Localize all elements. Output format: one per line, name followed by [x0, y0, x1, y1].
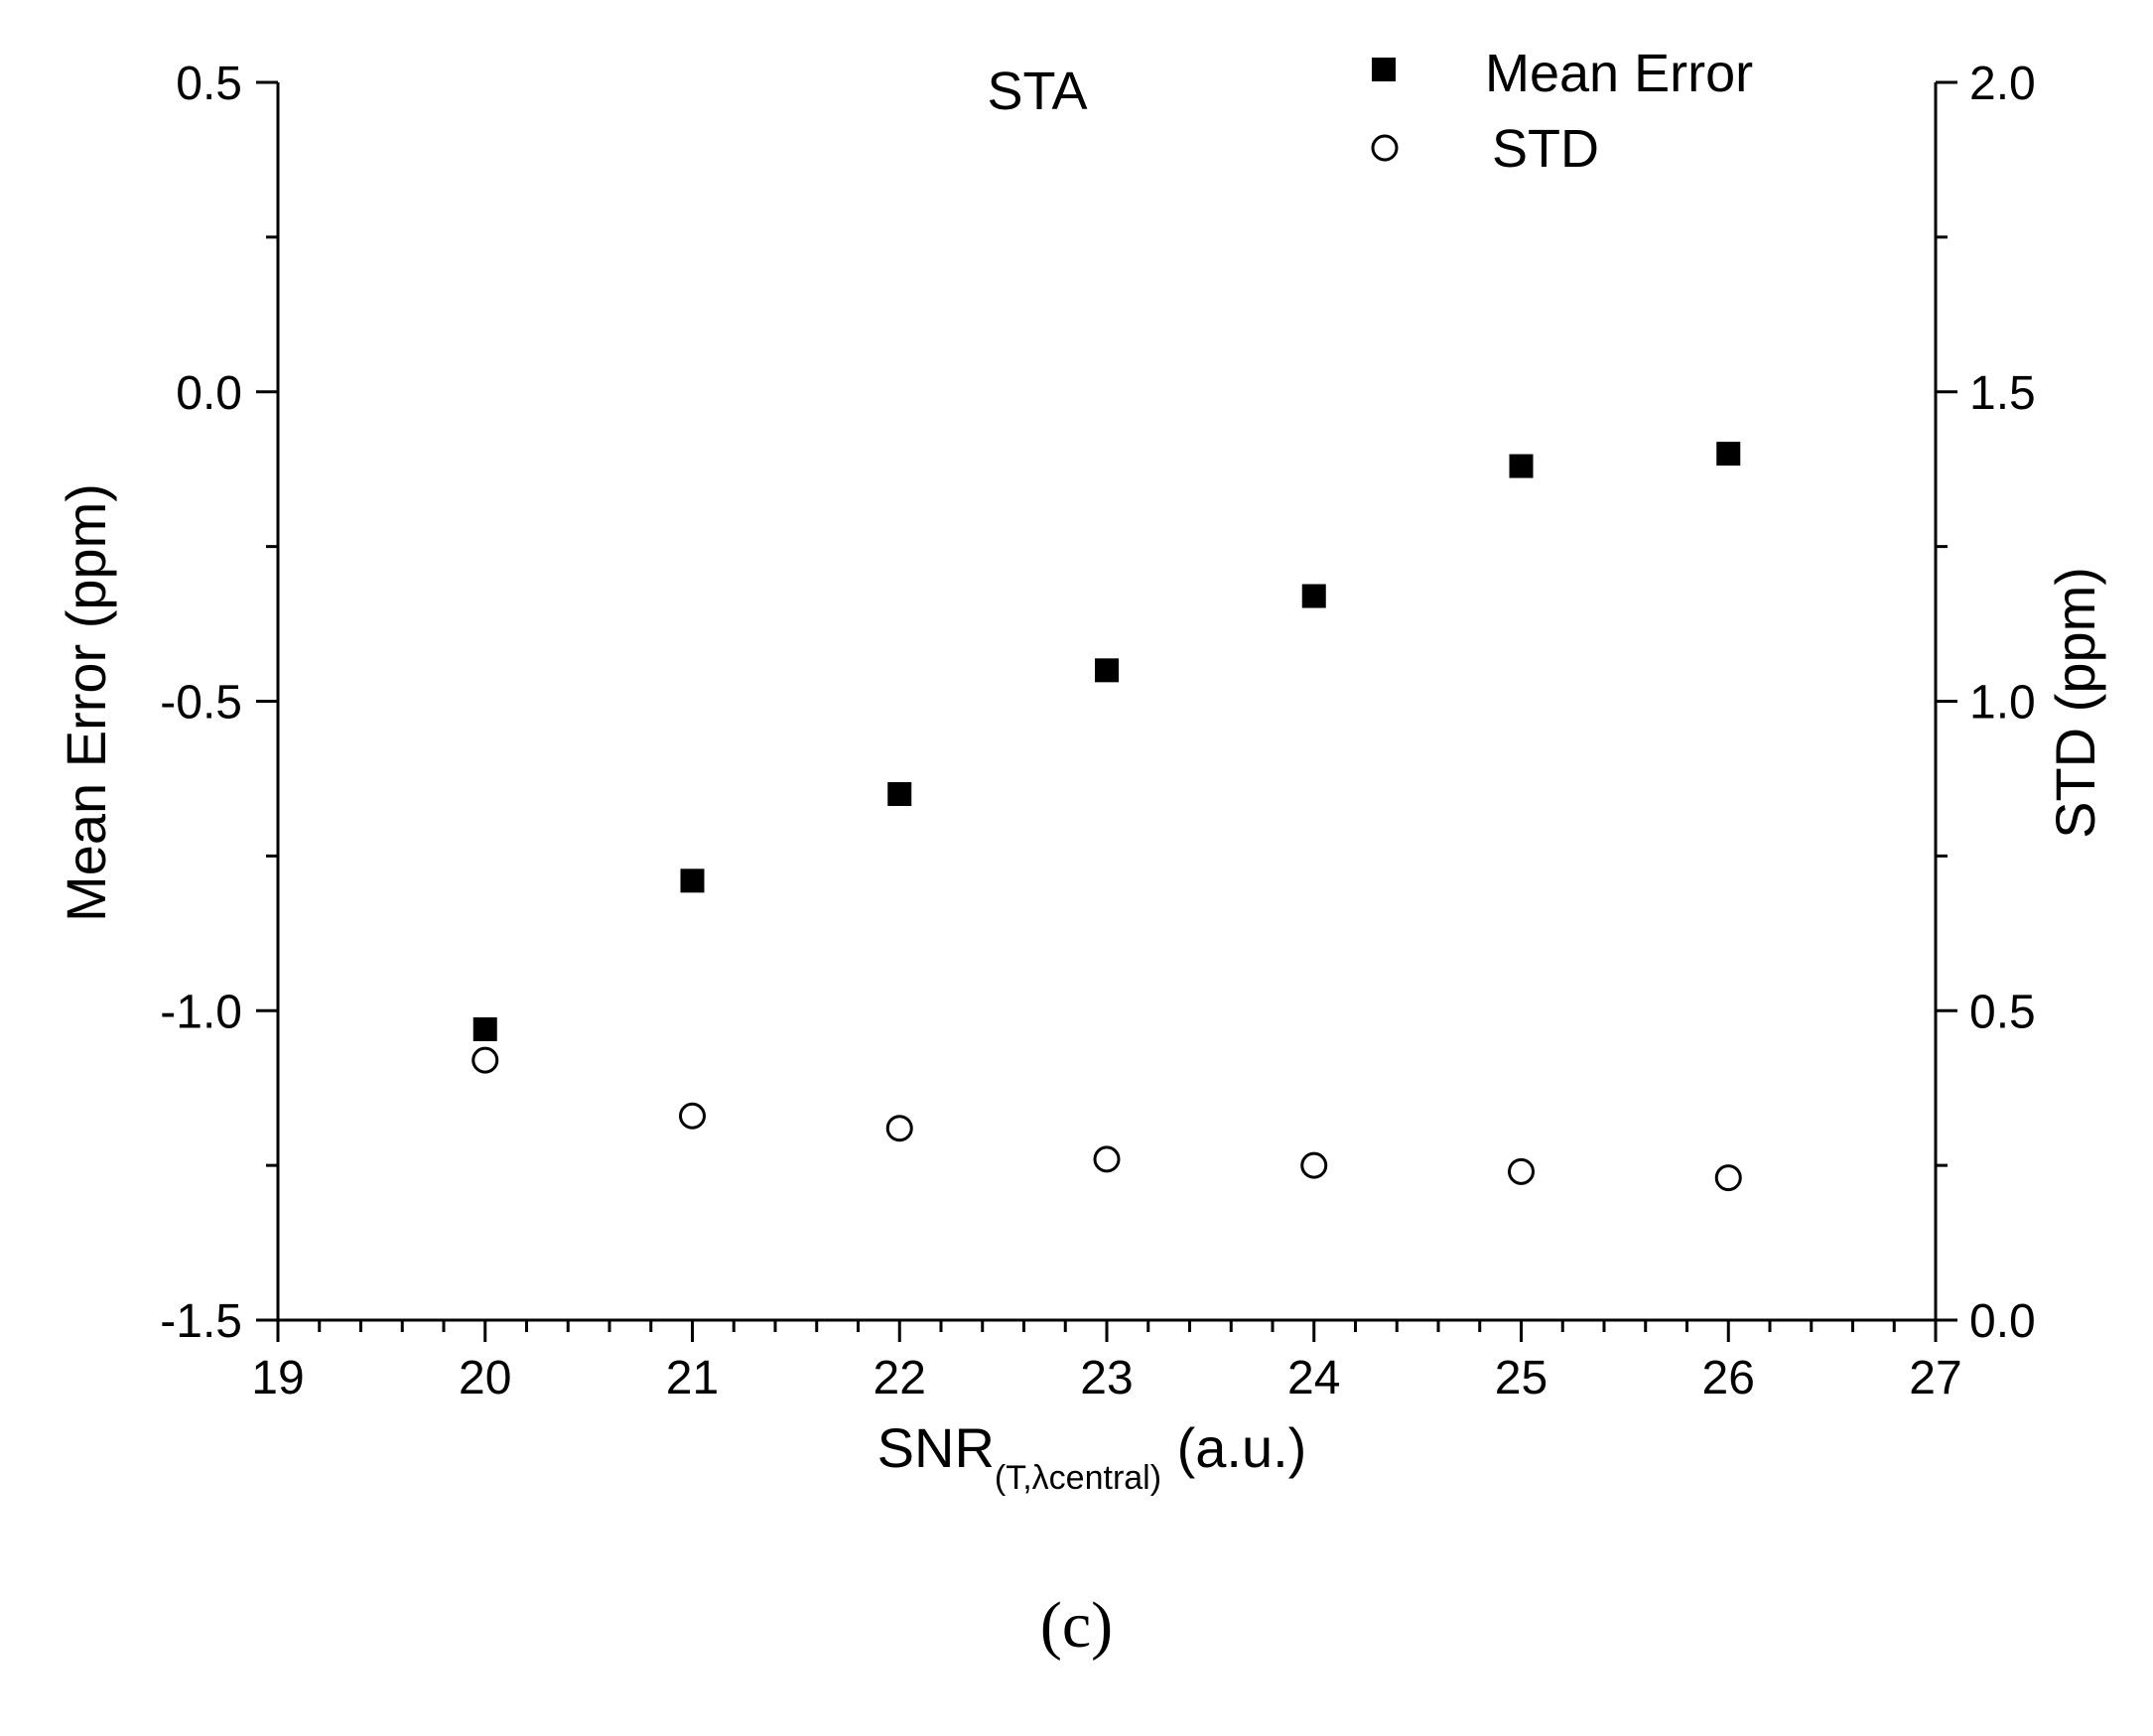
- legend-marker-std: [1371, 134, 1399, 162]
- std-point: [1300, 1151, 1328, 1179]
- legend-label-std: STD: [1492, 119, 1599, 179]
- y2-tick-label: 1.5: [1969, 367, 2036, 420]
- y2-tick-label: 1.0: [1969, 677, 2036, 730]
- mean-error-point: [680, 868, 705, 893]
- y-axis-label: Mean Error (ppm): [55, 483, 117, 922]
- std-point: [679, 1102, 706, 1130]
- y-tick-label: -1.0: [160, 986, 242, 1038]
- legend-marker-mean-error: [1372, 58, 1396, 81]
- mean-error-point: [1509, 454, 1534, 478]
- x-tick-label: 26: [1702, 1352, 1755, 1404]
- mean-error-point: [1301, 584, 1326, 608]
- x-tick-label: 19: [251, 1352, 304, 1404]
- plot-axes: [276, 82, 1938, 1322]
- y2-tick-label: 2.0: [1969, 58, 2036, 110]
- data-points: [471, 442, 1742, 1192]
- mean-error-point: [472, 1016, 497, 1041]
- chart-title: STA: [987, 62, 1087, 121]
- y2-tick-label: 0.0: [1969, 1295, 2036, 1348]
- panel-label: (c): [1039, 1589, 1114, 1662]
- x-tick-label: 20: [459, 1352, 511, 1404]
- std-point: [1093, 1145, 1121, 1173]
- legend: Mean Error STD: [1371, 44, 1753, 179]
- y-tick-label: -0.5: [160, 677, 242, 730]
- std-point: [1714, 1164, 1742, 1192]
- mean-error-point: [1716, 442, 1741, 467]
- y-tick-label: 0.0: [176, 367, 242, 420]
- y-tick-label: 0.5: [176, 58, 242, 110]
- mean-error-point: [887, 782, 912, 807]
- legend-label-mean-error: Mean Error: [1485, 44, 1753, 103]
- x-tick-label: 22: [874, 1352, 926, 1404]
- y2-tick-label: 0.5: [1969, 986, 2036, 1038]
- std-point: [471, 1046, 499, 1074]
- y-tick-label: -1.5: [160, 1295, 242, 1348]
- x-tick-label: 24: [1287, 1352, 1340, 1404]
- x-axis-label-suffix: (a.u.): [1161, 1416, 1306, 1479]
- x-tick-label: 25: [1495, 1352, 1547, 1404]
- std-point: [885, 1115, 913, 1142]
- x-tick-label: 21: [666, 1352, 719, 1404]
- x-axis-label-subscript: (T,λcentral): [995, 1459, 1161, 1497]
- x-axis-label: SNR(T,λcentral) (a.u.): [877, 1416, 1307, 1497]
- std-point: [1508, 1157, 1535, 1185]
- mean-error-point: [1095, 658, 1119, 683]
- x-tick-label: 23: [1080, 1352, 1133, 1404]
- y2-axis-label: STD (ppm): [2044, 567, 2106, 839]
- x-tick-label: 27: [1909, 1352, 1961, 1404]
- axis-ticks: 19 20 21 22 23 24 25 26 27 -1.5 -1.0 -0.5 0.0 0.5 0.0 0…: [160, 58, 2035, 1404]
- x-axis-label-main: SNR: [877, 1416, 995, 1479]
